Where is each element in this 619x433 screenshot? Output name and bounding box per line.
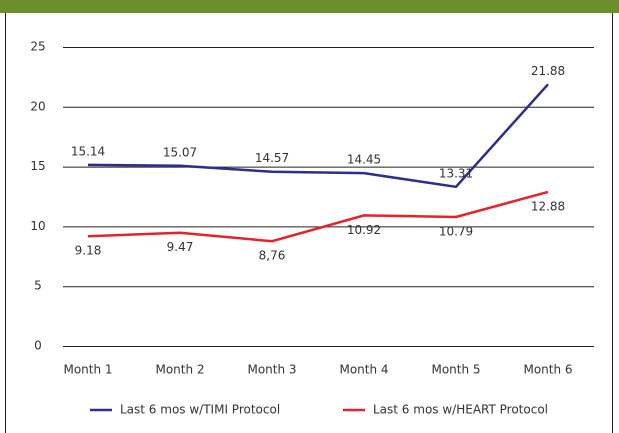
data-label: 14.57 [255,151,289,165]
data-label: 9.18 [75,244,102,258]
x-tick-label: Month 4 [339,363,388,377]
x-tick-label: Month 2 [155,363,204,377]
x-tick-label: Month 3 [247,363,296,377]
legend-label: Last 6 mos w/HEART Protocol [373,403,548,417]
x-tick-label: Month 6 [523,363,572,377]
y-tick-label: 5 [34,279,42,293]
y-tick-label: 15 [30,159,45,173]
y-tick-label: 25 [30,40,45,54]
series-line [87,83,549,189]
legend-label: Last 6 mos w/TIMI Protocol [120,403,280,417]
y-tick-label: 10 [30,219,45,233]
data-label: 8,76 [259,249,286,263]
x-tick-label: Month 5 [431,363,480,377]
data-label: 10.79 [439,224,473,238]
data-label: 9.47 [167,240,194,254]
data-label: 12.88 [531,199,565,213]
y-tick-label: 0 [34,339,42,353]
data-label: 13.31 [439,166,473,180]
data-label: 21.88 [531,64,565,78]
data-label: 14.45 [347,153,381,167]
data-label: 15.07 [163,145,197,159]
header-bar [0,0,619,13]
series-line [87,190,549,243]
data-label: 10.92 [347,223,381,237]
data-label: 15.14 [71,144,105,158]
y-tick-label: 20 [30,99,45,113]
x-tick-label: Month 1 [63,363,112,377]
